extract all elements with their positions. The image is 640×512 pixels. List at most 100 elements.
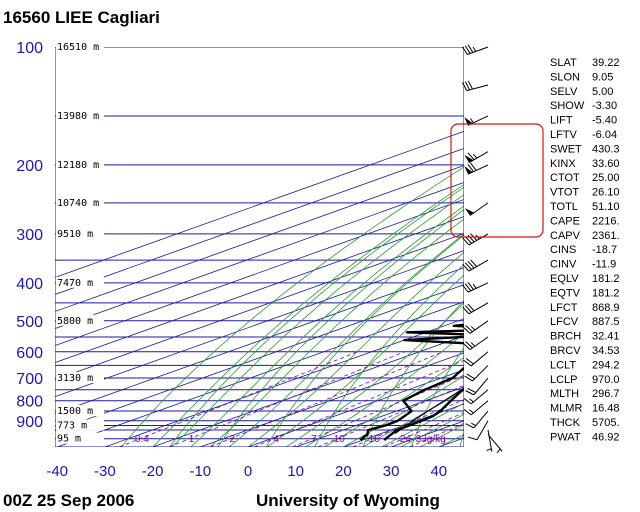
wind-barb <box>464 365 489 382</box>
height-label: 13980 m <box>57 111 99 122</box>
height-label-bg <box>56 314 104 326</box>
wind-barb-feather <box>467 303 475 312</box>
index-label: CTOT <box>550 172 580 184</box>
source-label: University of Wyoming <box>256 491 440 510</box>
wind-barb-pennant <box>464 154 474 163</box>
height-label: 3130 m <box>57 373 93 384</box>
pressure-tick-label: 100 <box>16 40 43 57</box>
index-label: THCK <box>550 417 581 429</box>
wind-barb-half-feather <box>470 326 476 331</box>
index-label: MLTH <box>550 388 579 400</box>
mixing-ratio-label: 4 <box>273 434 279 445</box>
temperature-tick-label: -40 <box>46 463 68 480</box>
wind-barb-half-feather <box>470 118 474 124</box>
wind-barb-feather <box>464 375 473 382</box>
isotherm-line <box>152 335 464 447</box>
index-value: 16.48 <box>592 403 620 415</box>
index-label: KINX <box>550 158 576 170</box>
moist-adiabat-line <box>381 402 464 447</box>
moist-adiabat-line <box>152 184 464 447</box>
wind-barb-shaft <box>487 429 493 452</box>
temperature-tick-label: 0 <box>244 463 252 480</box>
wind-barb-shaft <box>469 336 489 351</box>
isotherm-line <box>104 318 464 447</box>
wind-barb-column <box>461 44 503 454</box>
moist-adiabat-lines <box>152 184 464 447</box>
index-value: 868.9 <box>592 302 620 314</box>
wind-barb <box>486 429 493 452</box>
wind-barb-half-feather <box>472 283 477 289</box>
isotherm-line <box>55 199 464 346</box>
index-value: 887.5 <box>592 316 620 328</box>
moist-adiabat-line <box>266 274 464 447</box>
index-label: LCLT <box>550 359 576 371</box>
wind-barb-feather <box>467 281 474 290</box>
moist-adiabat-line <box>343 375 464 447</box>
wind-barb-feather <box>468 436 478 441</box>
moist-adiabat-line <box>362 390 464 447</box>
wind-barb-feather <box>467 80 473 90</box>
pressure-tick-label: 300 <box>16 227 43 244</box>
mixing-ratio-line <box>317 384 464 447</box>
height-label: 7470 m <box>57 278 93 289</box>
height-label: 12180 m <box>57 160 99 171</box>
height-label: 95 m <box>57 434 81 445</box>
wind-barb-pennant <box>464 117 473 126</box>
wind-barb-half-feather <box>470 342 476 347</box>
moist-adiabat-line <box>285 302 464 447</box>
wind-barb-feather <box>464 45 471 54</box>
wind-barb <box>462 80 489 92</box>
wind-barb <box>462 281 489 293</box>
index-label: LFCV <box>550 316 579 328</box>
mixing-ratio-line <box>409 422 464 447</box>
wind-barb-shaft <box>468 233 489 246</box>
moist-adiabat-line <box>190 205 464 447</box>
wind-barb-feather <box>467 44 474 53</box>
wind-barb-shaft <box>467 46 489 55</box>
wind-barb-pennant <box>464 208 475 216</box>
height-label-bg <box>56 41 104 52</box>
wind-barb-half-feather <box>486 448 492 452</box>
wind-barb-shaft <box>487 434 503 452</box>
wind-barb-feather <box>462 263 470 272</box>
wind-barb-half-feather <box>472 46 477 52</box>
wind-barb-feather <box>462 343 471 350</box>
pressure-tick-label: 700 <box>16 371 43 388</box>
wind-barb <box>463 351 489 367</box>
index-label: BRCH <box>550 331 581 343</box>
height-label-bg <box>56 432 104 444</box>
plot-frame <box>55 47 464 447</box>
moist-adiabat-line <box>304 332 464 447</box>
index-label: SWET <box>550 143 582 155</box>
index-value: 430.3 <box>592 143 620 155</box>
wind-barb-feather <box>462 82 468 91</box>
isotherm-line <box>55 165 464 312</box>
mixing-ratio-label: 10 <box>334 434 346 445</box>
isotherm-line <box>55 216 464 364</box>
wind-barb-shaft <box>473 377 489 396</box>
plot-area <box>55 47 464 447</box>
pressure-tick-label: 800 <box>16 394 43 411</box>
wind-barb-feather <box>464 283 472 292</box>
wind-barb-feather <box>462 237 470 246</box>
pressure-tick-label: 500 <box>16 314 43 331</box>
index-value: 33.60 <box>592 158 620 170</box>
moist-adiabat-line <box>209 218 464 447</box>
wind-barb-half-feather <box>469 409 474 414</box>
wind-barb-feather <box>470 259 478 267</box>
wind-barb-pennant <box>464 166 473 175</box>
wind-barb-feather <box>465 358 474 365</box>
mixing-ratio-label: 2 <box>230 434 236 445</box>
index-value: -11.9 <box>592 259 616 271</box>
index-label: BRCV <box>550 345 581 357</box>
moist-adiabat-line <box>400 413 464 447</box>
wind-barb-feather <box>467 387 477 394</box>
height-label-bg <box>56 276 104 288</box>
isotherm-line <box>295 386 464 447</box>
wind-barb-feather <box>465 390 475 396</box>
height-label-bg <box>56 196 104 208</box>
wind-barb <box>462 320 489 334</box>
pressure-tick-label: 900 <box>16 414 43 431</box>
wind-barb-feather <box>461 46 468 55</box>
